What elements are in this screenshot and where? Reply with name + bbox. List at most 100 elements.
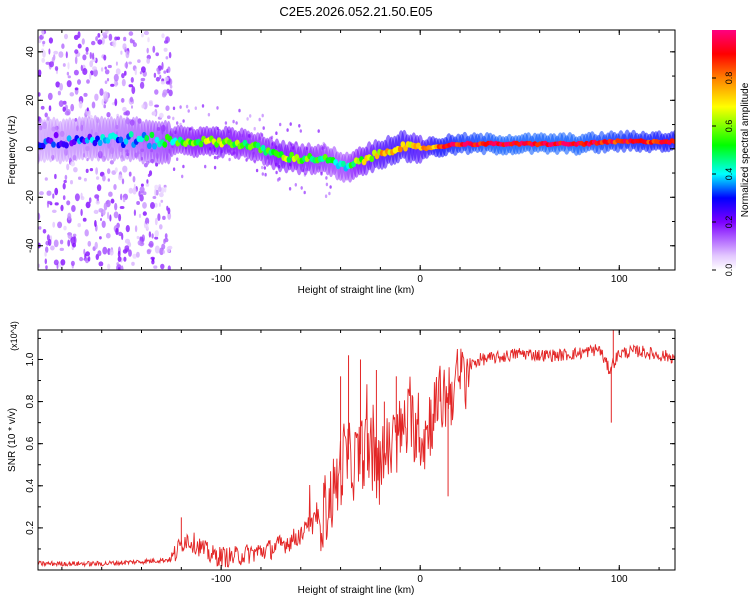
noise-speckle <box>62 195 66 201</box>
noise-speckle <box>62 106 66 112</box>
noise-speckle <box>67 62 70 70</box>
noise-speckle <box>55 81 60 88</box>
noise-speckle <box>54 66 59 71</box>
noise-speckle <box>122 197 126 203</box>
noise-speckle <box>95 200 101 205</box>
y-tick-label: 0.4 <box>25 478 36 492</box>
noise-speckle <box>73 167 78 173</box>
noise-speckle <box>63 225 67 231</box>
noise-speckle <box>60 259 66 266</box>
noise-speckle <box>97 39 103 45</box>
noise-speckle <box>164 233 168 239</box>
noise-speckle <box>72 233 77 237</box>
noise-speckle <box>107 263 111 270</box>
noise-speckle <box>96 184 102 192</box>
noise-speckle <box>82 54 87 61</box>
band-core <box>53 131 59 139</box>
noise-speckle <box>58 100 64 107</box>
x-tick-label: 0 <box>417 274 423 285</box>
noise-speckle <box>279 122 282 127</box>
noise-speckle <box>128 31 134 36</box>
noise-speckle <box>64 174 68 181</box>
noise-speckle <box>45 61 51 65</box>
noise-speckle <box>121 73 125 79</box>
noise-speckle <box>102 174 106 182</box>
noise-speckle <box>101 98 104 106</box>
noise-speckle <box>154 217 158 226</box>
noise-speckle <box>258 117 261 122</box>
noise-speckle <box>82 68 88 75</box>
noise-speckle <box>103 54 107 61</box>
noise-speckle <box>181 174 184 179</box>
noise-speckle <box>261 165 264 170</box>
noise-speckle <box>112 39 117 48</box>
noise-speckle <box>140 183 144 187</box>
noise-speckle <box>74 49 79 54</box>
noise-speckle <box>62 100 67 105</box>
noise-speckle <box>85 46 89 53</box>
noise-speckle <box>67 212 72 221</box>
noise-speckle <box>288 187 292 191</box>
y-tick-label: 40 <box>25 46 36 58</box>
noise-speckle <box>53 50 59 55</box>
noise-speckle <box>261 113 264 118</box>
y-tick-label: 0.2 <box>25 521 36 535</box>
noise-speckle <box>136 201 141 205</box>
noise-speckle <box>147 37 150 43</box>
noise-speckle <box>110 198 115 204</box>
noise-speckle <box>289 122 292 126</box>
band-core <box>369 155 375 162</box>
noise-speckle <box>120 193 123 201</box>
noise-speckle <box>92 68 98 77</box>
noise-speckle <box>324 194 328 198</box>
noise-speckle <box>325 176 328 180</box>
noise-speckle <box>261 172 264 176</box>
noise-speckle <box>72 242 76 248</box>
noise-speckle <box>162 215 166 220</box>
band-core <box>286 156 292 163</box>
noise-speckle <box>51 209 57 213</box>
noise-speckle <box>155 76 160 82</box>
noise-speckle <box>99 236 102 240</box>
noise-speckle <box>48 105 52 112</box>
noise-speckle <box>148 240 154 248</box>
noise-speckle <box>107 64 112 69</box>
noise-speckle <box>109 160 114 165</box>
noise-speckle <box>73 69 79 76</box>
noise-speckle <box>54 187 59 196</box>
noise-speckle <box>115 81 119 86</box>
noise-speckle <box>146 58 151 64</box>
noise-speckle <box>154 230 159 238</box>
noise-speckle <box>182 119 185 123</box>
colorbar-gradient <box>712 30 736 270</box>
noise-speckle <box>128 61 132 65</box>
noise-speckle <box>95 167 98 175</box>
noise-speckle <box>114 98 118 107</box>
colorbar-tick-label: 0.2 <box>724 216 734 229</box>
noise-speckle <box>50 245 55 251</box>
noise-speckle <box>121 178 125 185</box>
noise-speckle <box>89 52 93 59</box>
noise-speckle <box>154 202 158 208</box>
noise-speckle <box>166 205 169 211</box>
noise-speckle <box>70 180 73 185</box>
noise-speckle <box>85 201 91 209</box>
snr-panel: -100 0 100 0.2 0.4 0.6 0.8 1.0 Height of straig… <box>7 321 676 596</box>
colorbar: 0.0 0.2 0.4 0.6 0.8 Normalized spectral ampl… <box>712 30 750 276</box>
y-tick-label: 0.8 <box>25 394 36 408</box>
noise-speckle <box>120 98 125 103</box>
noise-speckle <box>117 267 121 270</box>
noise-speckle <box>92 66 97 71</box>
noise-speckle <box>78 100 83 109</box>
noise-speckle <box>41 48 44 52</box>
noise-speckle <box>137 59 141 63</box>
noise-speckle <box>179 105 182 109</box>
noise-speckle <box>116 36 121 41</box>
noise-speckle <box>166 246 171 253</box>
noise-speckle <box>97 33 101 38</box>
noise-speckle <box>83 92 88 97</box>
noise-speckle <box>167 265 171 270</box>
spectrogram-ylabel: Frequency (Hz) <box>7 116 18 185</box>
band-core <box>128 131 134 138</box>
